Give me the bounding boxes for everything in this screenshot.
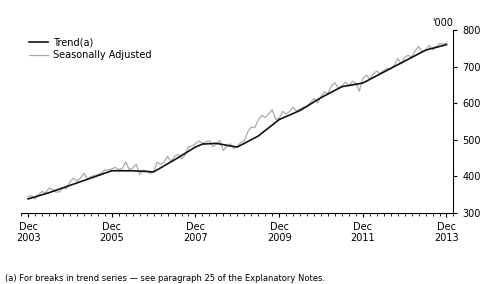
Text: '000: '000	[433, 18, 453, 28]
Legend: Trend(a), Seasonally Adjusted: Trend(a), Seasonally Adjusted	[26, 35, 155, 63]
Text: (a) For breaks in trend series — see paragraph 25 of the Explanatory Notes.: (a) For breaks in trend series — see par…	[5, 273, 325, 283]
